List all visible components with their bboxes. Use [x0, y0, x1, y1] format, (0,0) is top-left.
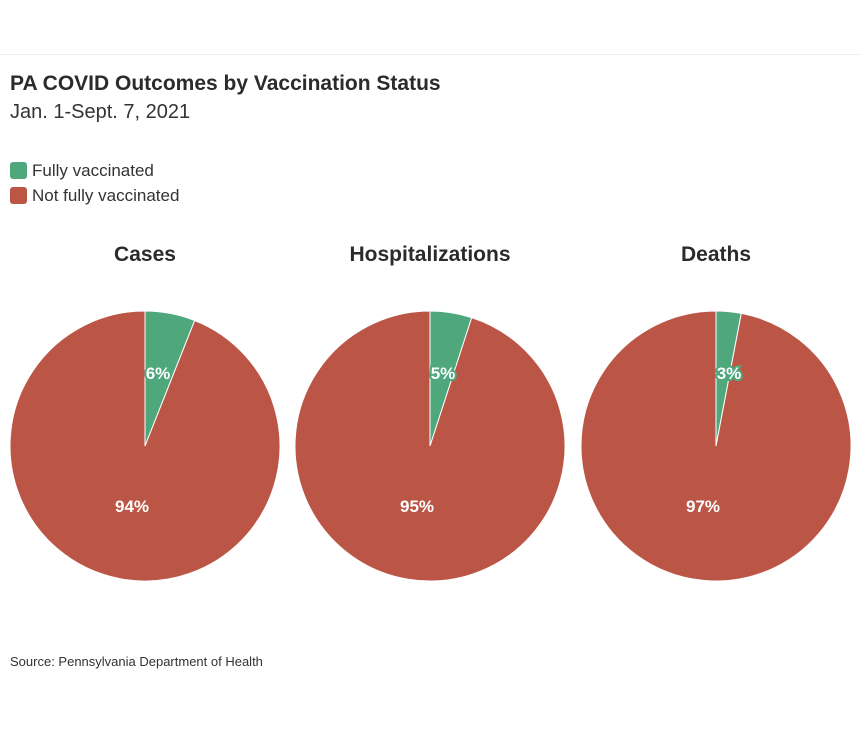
- legend-swatch-not-fully-vaccinated: [10, 187, 27, 204]
- chart-subtitle: Jan. 1-Sept. 7, 2021: [10, 101, 191, 123]
- pie-label-deaths-not-fully-vaccinated: 97%: [686, 497, 720, 516]
- top-divider: [0, 54, 861, 55]
- legend: Fully vaccinated Not fully vaccinated: [10, 158, 179, 208]
- legend-label-not-fully-vaccinated: Not fully vaccinated: [32, 185, 180, 205]
- pie-title-deaths: Deaths: [681, 243, 751, 266]
- pie-slice-deaths-not-fully-vaccinated: [580, 310, 852, 582]
- legend-item-not-fully-vaccinated: Not fully vaccinated: [10, 183, 179, 208]
- pie-slice-hospitalizations-not-fully-vaccinated: [294, 310, 566, 582]
- legend-swatch-fully-vaccinated: [10, 162, 27, 179]
- legend-item-fully-vaccinated: Fully vaccinated: [10, 158, 179, 183]
- pie-slice-cases-not-fully-vaccinated: [9, 310, 281, 582]
- pie-label-cases-not-fully-vaccinated: 94%: [115, 497, 149, 516]
- chart-title: PA COVID Outcomes by Vaccination Status: [10, 72, 441, 95]
- pie-title-hospitalizations: Hospitalizations: [349, 243, 510, 266]
- pie-label-cases-fully-vaccinated: 6%: [146, 364, 171, 383]
- pie-title-cases: Cases: [114, 243, 176, 266]
- pie-label-hospitalizations-fully-vaccinated: 5%: [431, 364, 456, 383]
- pie-label-hospitalizations-not-fully-vaccinated: 95%: [400, 497, 434, 516]
- pie-charts: Cases 6% 94% Hospitalizations 5% 95% Deaths 3% 9…: [9, 243, 852, 582]
- legend-label-fully-vaccinated: Fully vaccinated: [32, 160, 154, 180]
- pie-label-deaths-fully-vaccinated: 3%: [717, 364, 742, 383]
- source-note: Source: Pennsylvania Department of Healt…: [10, 654, 263, 669]
